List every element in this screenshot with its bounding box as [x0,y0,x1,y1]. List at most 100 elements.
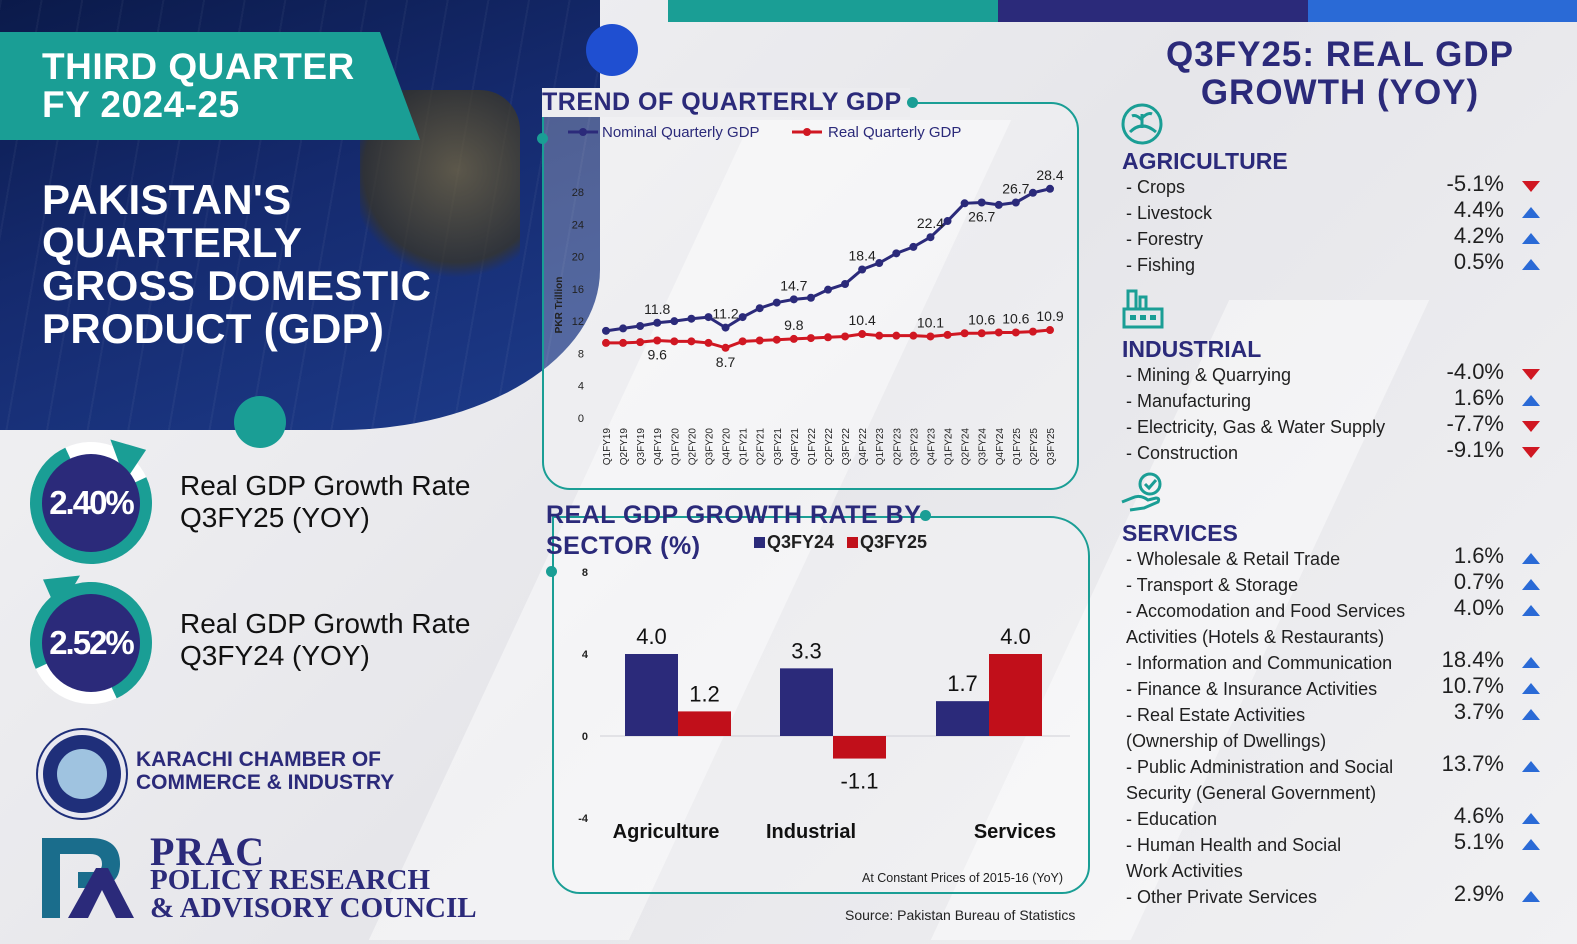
sector-item-label: - Human Health and Social Work Activitie… [1126,835,1342,881]
legend-real-label: Real Quarterly GDP [828,124,962,141]
agriculture-icon [1120,102,1166,146]
sector-item-value: -9.1% [1446,437,1504,462]
triangle-up-icon [1522,761,1540,772]
bar-value-label: 4.0 [636,624,667,649]
data-point [858,330,867,339]
bar [780,668,833,736]
triangle-down-icon [1522,447,1540,458]
x-tick-label: Q4FY24 [995,428,1006,466]
x-tick-label: Q2FY19 [619,428,630,466]
sector-item-value: 4.4% [1453,197,1504,222]
data-point [892,331,901,340]
y-axis-label: PKR Trillion [554,277,565,334]
data-point [943,217,952,226]
data-point [653,336,662,345]
data-point [602,326,610,335]
sector-item-label: - Construction [1126,443,1239,463]
sector-item: - Finance & Insurance Activities 10.7% [1126,673,1556,702]
main-title: PAKISTAN'S QUARTERLY GROSS DOMESTIC PROD… [42,176,432,352]
data-label: 9.6 [647,347,667,363]
data-point [960,199,969,208]
data-point [943,330,952,339]
data-point [875,259,884,268]
legend-q3fy25-swatch [847,537,858,548]
data-point [858,265,867,274]
quarter-band [0,32,420,140]
sector-item-value: 13.7% [1441,751,1504,776]
triangle-up-icon [1522,553,1540,564]
sector-item-value: 10.7% [1441,673,1504,698]
data-point [636,321,645,330]
data-point [670,317,679,326]
data-point [1046,184,1054,193]
sector-item-value: 1.6% [1453,543,1504,568]
data-point [619,324,628,333]
data-point [619,338,628,347]
data-point [704,313,713,322]
data-point [926,332,935,341]
top-bar-blue [1308,0,1577,22]
sector-item: - Public Administration and Social Secur… [1126,751,1556,806]
data-label: 10.6 [968,311,995,327]
sector-item-label: - Accomodation and Food Services Activit… [1126,601,1406,647]
y-tick-label: 0 [582,731,588,743]
sector-item-value: 5.1% [1453,829,1504,854]
data-point [994,200,1003,209]
sector-item-label: - Other Private Services [1126,887,1318,907]
data-point [636,338,645,347]
bar-value-label: 4.0 [1000,624,1031,649]
data-point [909,331,918,340]
x-tick-label: Q1FY22 [807,428,818,466]
prac-subtitle: POLICY RESEARCH & ADVISORY COUNCIL [150,864,477,924]
data-point [994,328,1003,337]
sector-item: - Real Estate Activities (Ownership of D… [1126,699,1556,754]
triangle-up-icon [1522,207,1540,218]
data-point [909,242,918,251]
bar-chart: -4 0 4 8 4.0 1.2 Agriculture 3.3 -1.1 Industrial 1… [578,567,1070,843]
bar-value-label: -1.1 [841,769,879,794]
data-label: 14.7 [780,277,807,293]
chart-note: At Constant Prices of 2015-16 (YoY) [862,871,1064,885]
triangle-up-icon [1522,259,1540,270]
data-point [892,249,901,258]
x-tick-label: Q3FY24 [978,428,989,466]
data-label: 26.7 [968,208,995,224]
data-point [721,343,730,352]
decor-dot [537,133,548,144]
y-tick-label: -4 [578,813,589,825]
x-tick-label: Q3FY19 [636,428,647,466]
data-point [824,285,832,294]
sector-item: - Education 4.6% [1126,803,1556,832]
sector-item: - Accomodation and Food Services Activit… [1126,595,1556,650]
data-point [977,198,986,207]
y-tick-label: 28 [572,187,584,199]
triangle-down-icon [1522,421,1540,432]
sector-item: - Other Private Services 2.9% [1126,881,1556,910]
sector-item-label: - Crops [1126,177,1186,197]
category-label: Agriculture [613,821,720,843]
sector-item-value: 3.7% [1453,699,1504,724]
data-point [1028,327,1037,336]
x-tick-label: Q1FY25 [1012,428,1023,466]
data-point [806,293,815,302]
triangle-up-icon [1522,839,1540,850]
legend-q3fy24-label: Q3FY24 [767,532,835,552]
data-point [824,333,832,342]
data-point [1046,326,1054,335]
x-tick-label: Q4FY22 [858,428,869,466]
sector-item-label: - Wholesale & Retail Trade [1126,549,1341,569]
stat-value: 2.40% [42,454,140,552]
data-point [755,304,764,313]
data-label: 22.4 [917,215,944,231]
bar [989,654,1042,736]
data-point [738,337,747,346]
sector-item-label: - Forestry [1126,229,1204,249]
triangle-down-icon [1522,369,1540,380]
sector-item-label: - Information and Communication [1126,653,1393,673]
x-tick-label: Q2FY21 [756,428,767,466]
y-tick-label: 4 [578,381,584,393]
stat-value: 2.52% [42,594,140,692]
data-point [1011,328,1020,337]
legend-q3fy25-label: Q3FY25 [860,532,928,552]
